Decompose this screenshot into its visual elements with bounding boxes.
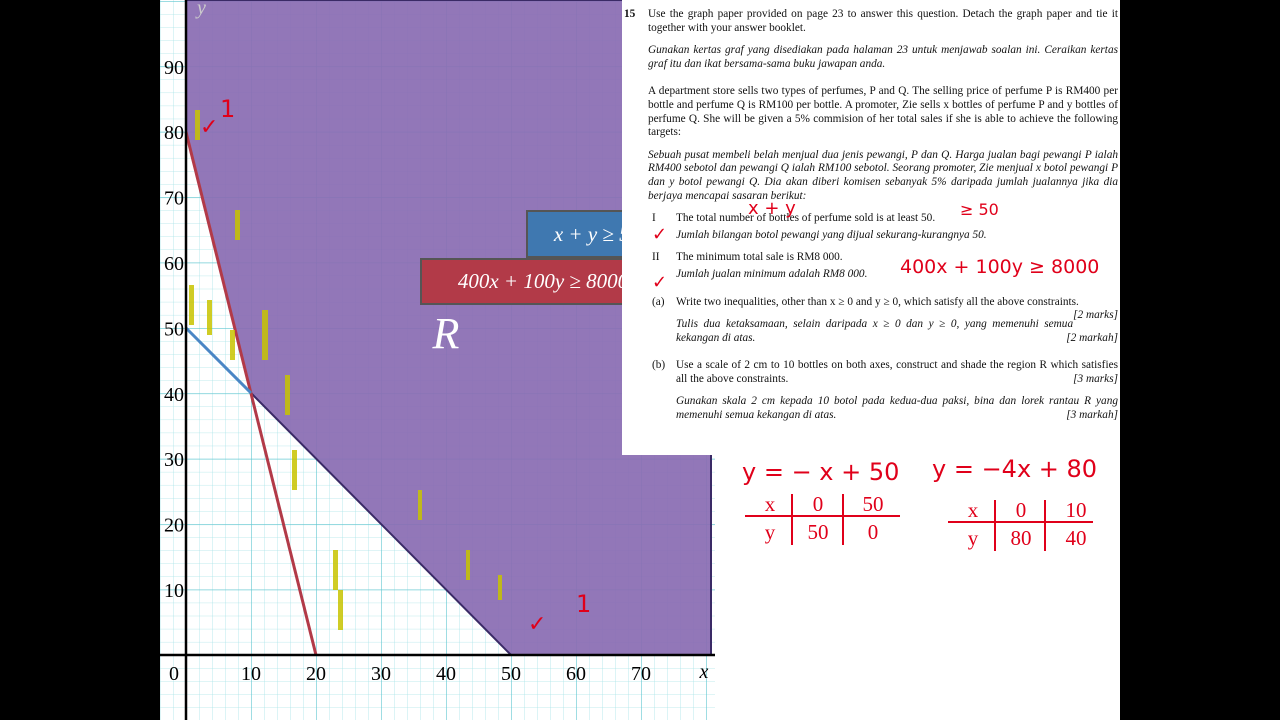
y-tick-label: 80 [164,122,184,144]
text: Sebuah pusat membeli belah menjual dua j… [648,148,1118,202]
text: Gunakan skala 2 cm kepada 10 botol pada … [676,395,1118,422]
handwriting: ≥ 50 [960,200,999,219]
highlight-strokes [189,110,502,630]
x-tick-label: 30 [371,663,391,685]
graph: y x R 0 10 20 30 40 50 60 70 10 20 30 40 50 60 70 80 90 [160,0,715,720]
x-tick-label: 50 [501,663,521,685]
text: The total number of bottles of perfume s… [676,212,936,225]
handwriting: 1 [576,590,592,618]
text: Tulis dua ketaksamaan, selain daripada x… [676,318,1074,344]
y-axis-label: y [195,0,206,19]
question-panel: 15 Use the graph paper provided on page … [622,0,1118,455]
y-tick-label: 70 [164,188,184,210]
x-tick-label: 40 [436,663,456,685]
text: Write two inequalities, other than x ≥ 0… [676,295,1079,308]
region-label: R [432,309,460,358]
x-tick-label: 20 [306,663,326,685]
handwriting: y = − x + 50 [742,458,900,486]
marks: [2 marks] [1073,309,1118,322]
label: I [652,212,656,225]
handwriting: x + y [748,198,796,219]
y-tick-label: 50 [164,318,184,340]
ticks: 0 10 20 30 40 50 60 70 10 20 30 40 50 60 70 80 90 [164,57,651,685]
marks: [3 markah] [1066,409,1118,422]
y-tick-label: 20 [164,515,184,537]
y-tick-label: 90 [164,57,184,79]
label: (a) [652,295,665,308]
marks: [2 markah] [1066,331,1118,344]
y-tick-label: 30 [164,449,184,471]
text: The minimum total sale is RM8 000. [676,251,843,264]
x-tick-label: 70 [631,663,651,685]
text: Gunakan kertas graf yang disediakan pada… [648,44,1118,70]
check: ✓ [652,272,668,293]
x-tick-label: 0 [169,663,179,685]
x-tick-label: 60 [566,663,586,685]
line-constraint-2 [184,131,318,656]
y-tick-label: 10 [164,580,184,602]
y-tick-label: 40 [164,384,184,406]
marks: [3 marks] [1073,372,1118,385]
label: II [652,251,660,264]
text: Jumlah jualan minimum adalah RM8 000. [676,267,868,280]
check: ✓ [528,612,547,637]
handwriting: 1 [220,95,236,123]
text: Use the graph paper provided on page 23 … [648,8,1118,34]
question-number: 15 [624,8,636,20]
y-tick-label: 60 [164,253,184,275]
check: ✓ [200,115,219,140]
text: A department store sells two types of pe… [648,85,1118,139]
text: Use a scale of 2 cm to 10 bottles on bot… [676,359,1118,385]
handwriting: y = −4x + 80 [932,455,1098,483]
x-axis-label: x [699,661,709,683]
text: Jumlah bilangan botol pewangi yang dijua… [676,228,987,241]
line-constraint-1 [184,326,253,395]
check: ✓ [652,224,668,245]
label: (b) [652,359,666,372]
x-tick-label: 10 [241,663,261,685]
handwriting: 400x + 100y ≥ 8000 [900,256,1100,278]
